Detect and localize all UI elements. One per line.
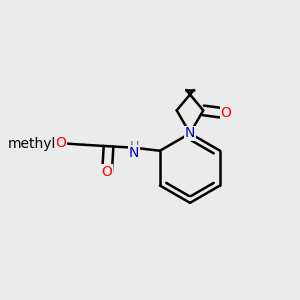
Text: N: N — [129, 146, 140, 160]
Text: methyl: methyl — [39, 142, 44, 144]
Text: O: O — [102, 165, 112, 179]
Text: H: H — [130, 140, 139, 153]
Text: O: O — [220, 106, 231, 120]
Text: N: N — [185, 126, 195, 140]
Text: O: O — [56, 136, 67, 150]
Text: methyl: methyl — [8, 137, 56, 151]
